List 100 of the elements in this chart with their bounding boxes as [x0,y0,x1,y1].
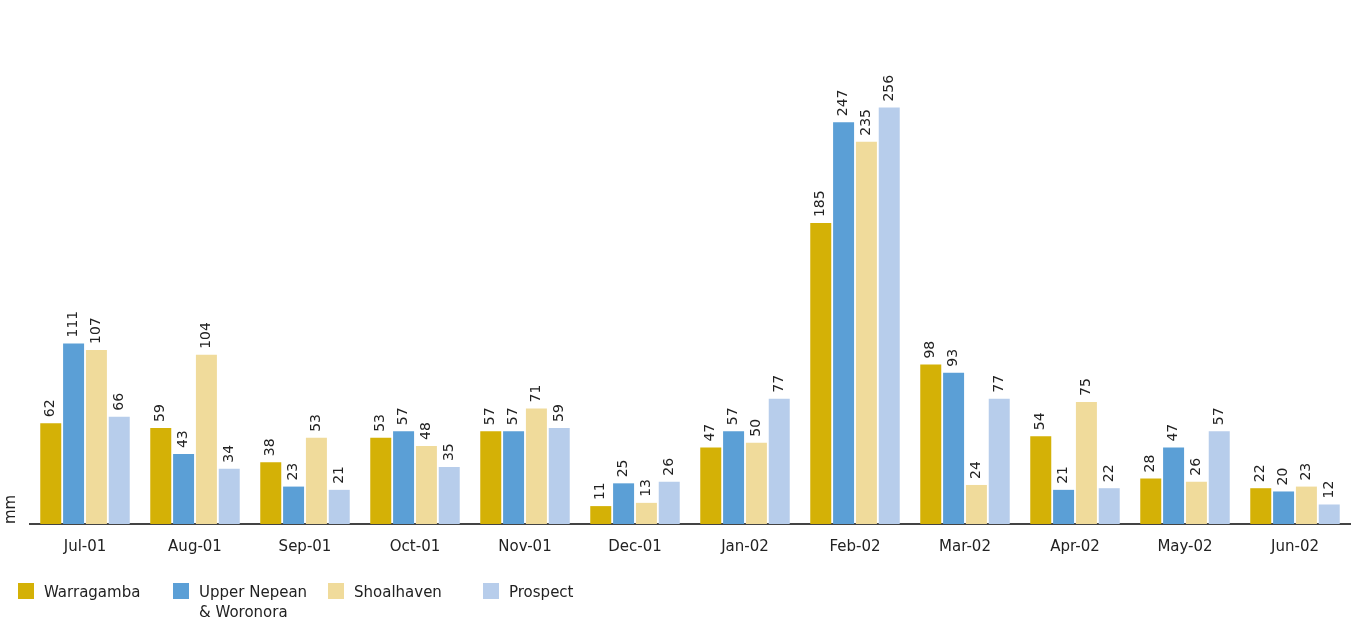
data-label: 23 [284,462,301,481]
x-tick-label: Apr-02 [1050,536,1100,555]
data-label: 57 [724,407,741,426]
bar [1140,478,1162,524]
data-label: 75 [1077,378,1094,396]
bar [1273,491,1295,524]
bar [635,502,657,524]
data-label: 59 [549,404,566,423]
data-label: 111 [64,310,81,338]
data-label: 23 [1297,462,1314,481]
x-tick-label: Jun-02 [1270,536,1319,555]
bar [503,431,525,524]
data-label: 107 [87,317,104,344]
bar [833,122,855,524]
bar [700,447,722,524]
bar [108,416,130,524]
x-tick-label: Nov-01 [498,536,552,555]
data-label: 43 [174,430,191,449]
data-label: 93 [944,348,961,367]
bar [305,437,327,524]
bar [548,428,570,524]
bar [1250,488,1272,524]
bar [1030,436,1052,524]
bar [63,343,85,524]
bar [878,107,900,524]
data-label: 185 [811,190,828,218]
legend-label: Prospect [509,582,574,602]
x-tick-label: Mar-02 [939,536,991,555]
x-tick-label: Sep-01 [278,536,332,555]
data-label: 22 [1099,464,1116,483]
bar [1318,504,1340,524]
x-tick-label: Aug-01 [168,536,222,555]
bar [988,398,1010,524]
data-label: 47 [1164,423,1181,442]
bar [590,506,612,524]
data-label: 13 [637,479,654,497]
data-label: 20 [1274,467,1291,486]
data-label: 47 [701,423,718,442]
bar [1163,447,1185,524]
bar [943,372,965,524]
bar [415,445,437,524]
data-label: 38 [261,438,278,457]
legend-label: Warragamba [44,582,141,602]
x-tick-label: Jul-01 [62,536,107,555]
bar [768,398,790,524]
data-label: 22 [1251,464,1268,483]
legend-label: Upper Nepean & Woronora [199,582,309,622]
bar [810,223,832,524]
bar [150,428,172,524]
bar [40,423,62,524]
data-label: 53 [307,413,324,432]
bar [370,437,392,524]
data-label: 71 [527,384,544,403]
bar [613,483,635,524]
bar [438,467,460,524]
data-label: 25 [614,459,631,478]
data-label: 48 [417,422,434,440]
data-label: 21 [329,466,346,484]
data-label: 26 [659,457,676,476]
bar [1098,488,1120,524]
legend-label: Shoalhaven [354,582,442,602]
data-label: 50 [747,418,764,437]
bar [480,431,502,524]
data-label: 24 [967,461,984,479]
bar [1295,486,1317,524]
data-label: 57 [1209,407,1226,426]
data-label: 53 [371,413,388,432]
bar [855,141,877,524]
bar [195,354,217,524]
bar [173,454,195,524]
data-label: 256 [879,74,896,102]
data-label: 28 [1141,454,1158,473]
data-label: 98 [921,340,938,359]
data-label: 66 [109,392,126,411]
bar [723,431,745,524]
x-tick-label: Dec-01 [608,536,662,555]
data-label: 77 [989,374,1006,393]
data-label: 54 [1031,412,1048,431]
data-label: 77 [769,374,786,393]
data-label: 57 [504,407,521,426]
y-axis-title: mm [0,494,19,524]
bar [328,489,350,524]
bar [920,364,942,524]
bar [745,442,767,524]
data-label: 57 [394,407,411,426]
data-label: 235 [857,109,874,136]
x-tick-label: Feb-02 [829,536,881,555]
bar [393,431,415,524]
data-label: 57 [481,407,498,426]
bar [658,481,680,524]
data-label: 21 [1054,466,1071,484]
bar [1185,481,1207,524]
bar [965,484,987,524]
bar [260,462,282,524]
data-label: 35 [439,443,456,462]
data-label: 62 [41,399,58,418]
data-label: 59 [151,404,168,423]
data-label: 247 [834,89,851,117]
data-label: 26 [1187,457,1204,476]
data-label: 34 [219,444,236,463]
